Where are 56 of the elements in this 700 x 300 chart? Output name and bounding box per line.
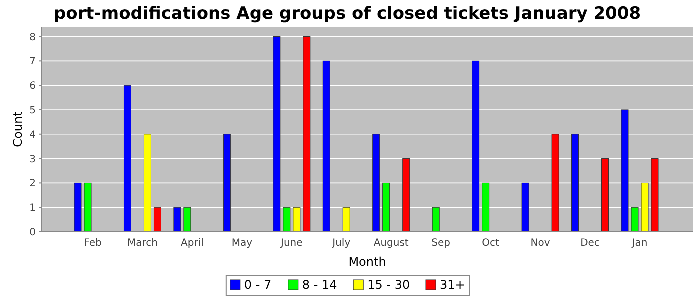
legend-label: 15 - 30 xyxy=(368,278,410,292)
bar xyxy=(372,134,380,232)
bar xyxy=(432,207,440,232)
y-tick-label: 0 xyxy=(30,228,36,238)
bar xyxy=(522,182,530,232)
bar xyxy=(641,182,649,232)
bar xyxy=(402,158,410,232)
y-tick-label: 4 xyxy=(30,130,36,141)
bar xyxy=(572,134,580,232)
x-tick-label: Sep xyxy=(432,238,451,249)
y-axis-title: Count xyxy=(11,111,25,148)
bar xyxy=(621,110,629,232)
y-tick-label: 7 xyxy=(30,56,36,68)
bar xyxy=(124,85,132,232)
y-tick-label: 1 xyxy=(30,203,36,214)
bar xyxy=(482,182,490,232)
bar xyxy=(223,134,231,232)
bar xyxy=(303,36,311,232)
chart-title: port-modifications Age groups of closed tickets January 2008 xyxy=(54,4,642,24)
legend-label: 0 - 7 xyxy=(244,278,272,292)
x-tick-label: March xyxy=(127,238,158,249)
x-tick-label: April xyxy=(181,238,204,249)
bar xyxy=(472,60,480,232)
bar xyxy=(273,36,281,232)
bar xyxy=(382,182,390,232)
bar xyxy=(84,182,92,232)
bar xyxy=(283,207,291,232)
x-tick-label: Nov xyxy=(530,238,550,249)
x-tick-label: June xyxy=(280,238,303,249)
x-tick-label: Feb xyxy=(84,238,102,249)
x-tick-label: May xyxy=(232,238,253,249)
bar xyxy=(552,134,560,232)
y-tick-label: 3 xyxy=(30,154,36,166)
bar xyxy=(602,158,610,232)
bar xyxy=(174,207,182,232)
x-tick-label: July xyxy=(332,238,351,249)
bar xyxy=(74,182,82,232)
bar xyxy=(184,207,192,232)
x-tick-label: Oct xyxy=(482,238,500,249)
x-tick-label: Jan xyxy=(631,238,648,249)
bar xyxy=(322,60,330,232)
bar xyxy=(651,158,659,232)
bar xyxy=(293,207,301,232)
x-tick-label: August xyxy=(374,238,409,249)
y-tick-label: 8 xyxy=(30,32,36,44)
bar xyxy=(144,134,152,232)
y-tick-label: 2 xyxy=(30,178,36,190)
y-tick-label: 5 xyxy=(30,105,36,116)
y-tick-label: 6 xyxy=(30,81,36,92)
legend-label: 31+ xyxy=(440,278,466,292)
bar xyxy=(631,207,639,232)
bar xyxy=(342,207,350,232)
x-axis-title: Month xyxy=(348,255,386,269)
bar xyxy=(154,207,162,232)
x-tick-label: Dec xyxy=(580,238,600,249)
legend-label: 8 - 14 xyxy=(302,278,338,292)
